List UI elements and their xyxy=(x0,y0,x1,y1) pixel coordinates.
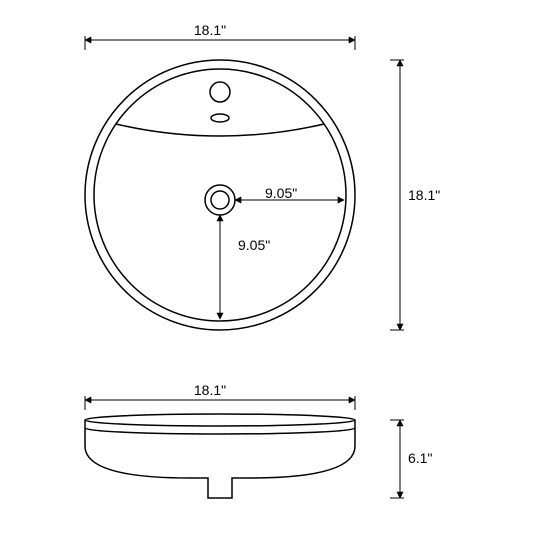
overflow-slot xyxy=(211,114,229,122)
dim-top-width-label: 18.1" xyxy=(194,22,226,38)
side-rim-ellipse xyxy=(85,414,355,426)
faucet-hole xyxy=(210,82,230,102)
radius-label-v: 9.05" xyxy=(238,237,270,253)
sink-technical-drawing: 9.05" 9.05" 18.1" 18.1" 18.1" 6.1" xyxy=(0,0,550,550)
center-drain-inner xyxy=(211,191,229,209)
basin-front-edge xyxy=(116,124,324,136)
radius-label-h: 9.05" xyxy=(265,185,297,201)
dim-top-height-label: 18.1" xyxy=(408,187,440,203)
side-body-outline xyxy=(85,428,355,498)
side-view xyxy=(85,414,355,498)
dim-side-height-label: 6.1" xyxy=(408,450,432,466)
side-rim-band xyxy=(85,420,355,434)
dim-side-width-label: 18.1" xyxy=(194,382,226,398)
top-view xyxy=(85,60,355,330)
center-drain-outer xyxy=(205,185,235,215)
